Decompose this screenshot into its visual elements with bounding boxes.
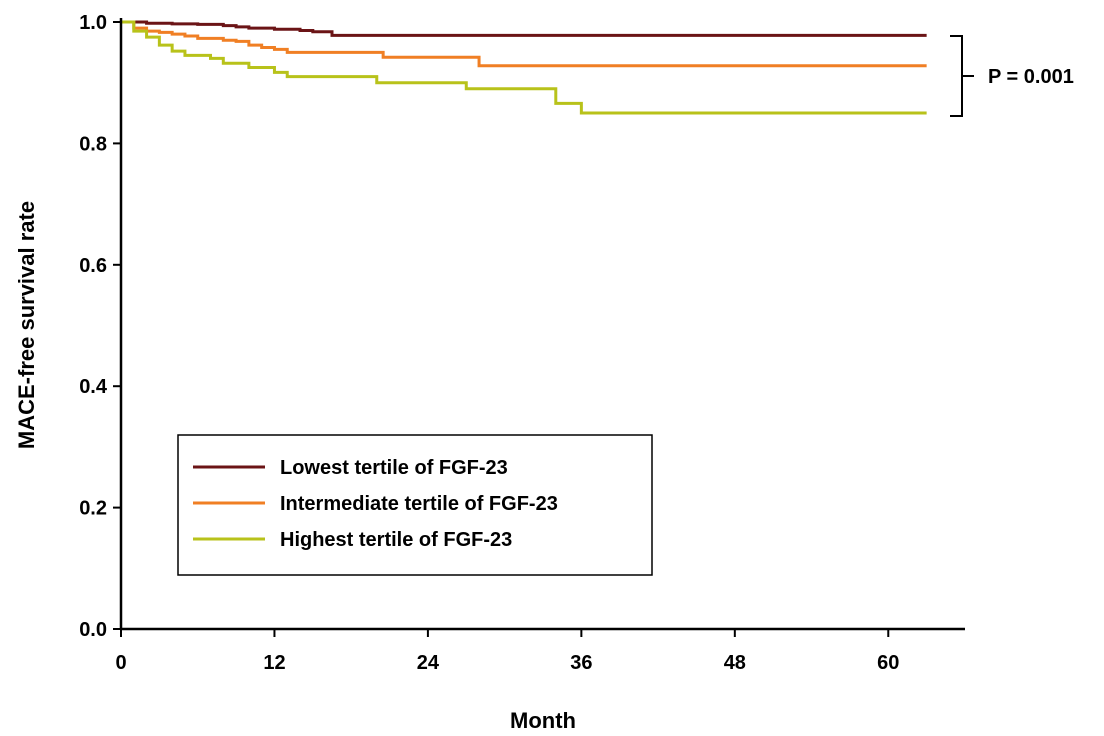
p-value-annotation: P = 0.001	[950, 35, 1074, 117]
legend-entries: Lowest tertile of FGF-23 Intermediate ter…	[193, 457, 558, 551]
x-tick-label: 12	[263, 652, 285, 674]
y-tick-label: 0.8	[79, 133, 107, 155]
x-axis-title: Month	[510, 708, 576, 733]
x-tick-label: 60	[877, 652, 899, 674]
tick-labels: 0 12 24 36 48 60 0.0 0.2 0.4 0.6 0.8 1.0	[79, 12, 899, 674]
series-group	[121, 20, 927, 115]
series-line-3	[121, 20, 927, 115]
x-tick-label: 0	[115, 652, 126, 674]
series-line-2	[121, 20, 927, 68]
p-value-text: P = 0.001	[988, 66, 1074, 88]
x-tick-label: 36	[570, 652, 592, 674]
y-tick-label: 0.2	[79, 498, 107, 520]
legend-label-3: Highest tertile of FGF-23	[280, 529, 512, 551]
y-tick-label: 1.0	[79, 12, 107, 34]
legend: Lowest tertile of FGF-23 Intermediate ter…	[177, 434, 653, 576]
series-line-1	[121, 20, 927, 37]
x-tick-label: 24	[417, 652, 440, 674]
y-axis-title: MACE-free survival rate	[14, 201, 39, 449]
legend-label-2: Intermediate tertile of FGF-23	[280, 493, 558, 515]
y-tick-label: 0.4	[79, 376, 108, 398]
p-value-bracket	[950, 35, 974, 117]
legend-box	[177, 434, 653, 576]
legend-label-1: Lowest tertile of FGF-23	[280, 457, 508, 479]
axes	[113, 18, 965, 637]
y-tick-label: 0.0	[79, 619, 107, 641]
y-tick-label: 0.6	[79, 255, 107, 277]
x-tick-label: 48	[724, 652, 746, 674]
